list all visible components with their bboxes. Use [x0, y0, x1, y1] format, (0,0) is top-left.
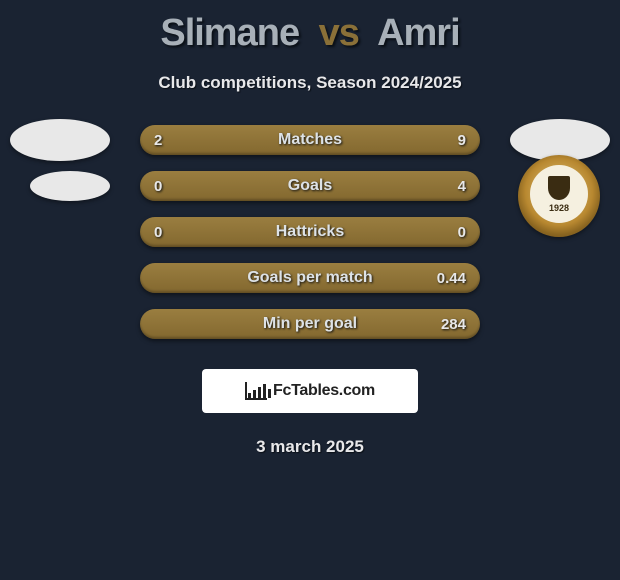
stat-row: 2 Matches 9	[0, 117, 620, 163]
date-label: 3 march 2025	[256, 437, 364, 457]
brand-text: FcTables.com	[273, 382, 375, 400]
stat-left-value: 2	[154, 132, 162, 149]
stat-label: Goals per match	[140, 269, 480, 287]
stat-row: Min per goal 284	[0, 301, 620, 347]
stat-right-value: 284	[441, 316, 466, 333]
stat-left-value: 0	[154, 224, 162, 241]
vs-separator: vs	[319, 12, 359, 54]
title: Slimane vs Amri	[160, 12, 459, 55]
player1-avatar-icon	[10, 119, 110, 161]
bar-chart-icon	[245, 382, 267, 400]
player1-name: Slimane	[160, 12, 299, 54]
stats-list: 2 Matches 9 0 Goals 4 1928 0 Hattricks 0	[0, 117, 620, 347]
subtitle: Club competitions, Season 2024/2025	[158, 73, 461, 93]
stat-bar: 0 Hattricks 0	[140, 217, 480, 247]
stat-right-value: 0.44	[437, 270, 466, 287]
stat-row: 0 Goals 4 1928	[0, 163, 620, 209]
stat-label: Hattricks	[140, 223, 480, 241]
stat-row: Goals per match 0.44	[0, 255, 620, 301]
stat-bar: Min per goal 284	[140, 309, 480, 339]
stat-right-value: 4	[458, 178, 466, 195]
player1-avatar-icon	[30, 171, 110, 201]
stat-right-value: 9	[458, 132, 466, 149]
stat-bar: 2 Matches 9	[140, 125, 480, 155]
player2-name: Amri	[377, 12, 460, 54]
brand-logo[interactable]: FcTables.com	[202, 369, 418, 413]
stat-bar: Goals per match 0.44	[140, 263, 480, 293]
shield-icon	[548, 176, 570, 200]
stat-label: Goals	[140, 177, 480, 195]
stat-right-value: 0	[458, 224, 466, 241]
stat-row: 0 Hattricks 0	[0, 209, 620, 255]
stat-label: Min per goal	[140, 315, 480, 333]
stat-bar: 0 Goals 4	[140, 171, 480, 201]
stat-left-value: 0	[154, 178, 162, 195]
stat-label: Matches	[140, 131, 480, 149]
